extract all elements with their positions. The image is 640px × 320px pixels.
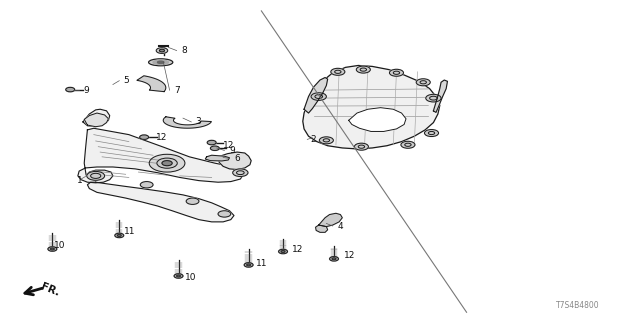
Circle shape (162, 161, 172, 166)
Circle shape (319, 137, 333, 144)
Polygon shape (83, 109, 109, 127)
Circle shape (420, 81, 426, 84)
Circle shape (87, 172, 104, 180)
Circle shape (156, 48, 168, 53)
Polygon shape (205, 155, 230, 161)
Text: 3: 3 (196, 117, 202, 126)
Circle shape (115, 233, 124, 238)
Circle shape (237, 171, 244, 175)
Ellipse shape (157, 61, 164, 63)
Ellipse shape (153, 60, 168, 65)
Text: 12: 12 (156, 133, 167, 142)
Circle shape (390, 69, 403, 76)
Text: 5: 5 (124, 76, 129, 85)
Circle shape (330, 257, 339, 261)
Polygon shape (78, 128, 244, 183)
Circle shape (404, 143, 411, 146)
Text: 10: 10 (185, 273, 196, 282)
Circle shape (174, 274, 183, 278)
Text: 4: 4 (338, 222, 344, 231)
Text: 2: 2 (310, 135, 316, 144)
Circle shape (311, 93, 326, 100)
Circle shape (66, 87, 75, 92)
Polygon shape (316, 225, 328, 232)
Circle shape (91, 173, 100, 178)
Circle shape (244, 263, 253, 267)
Circle shape (177, 275, 180, 277)
Polygon shape (88, 182, 234, 222)
Text: 8: 8 (181, 46, 187, 55)
Circle shape (186, 198, 199, 204)
Circle shape (360, 68, 367, 71)
Circle shape (315, 95, 323, 99)
Circle shape (140, 135, 148, 140)
Polygon shape (319, 213, 342, 227)
Text: FR.: FR. (40, 282, 61, 298)
Text: 12: 12 (344, 251, 356, 260)
Circle shape (394, 71, 399, 74)
Circle shape (157, 158, 177, 168)
Circle shape (233, 169, 248, 177)
Text: 7: 7 (175, 86, 180, 95)
Text: T7S4B4800: T7S4B4800 (556, 301, 600, 310)
Text: 11: 11 (256, 259, 268, 268)
Circle shape (281, 251, 285, 252)
Circle shape (211, 146, 220, 150)
Circle shape (358, 145, 365, 148)
Polygon shape (433, 80, 447, 112)
Circle shape (207, 140, 216, 145)
Circle shape (51, 248, 54, 250)
Polygon shape (349, 108, 406, 132)
Polygon shape (303, 66, 440, 149)
Circle shape (356, 66, 371, 73)
Circle shape (323, 139, 330, 142)
Text: 12: 12 (292, 245, 303, 254)
Circle shape (117, 235, 121, 236)
Circle shape (218, 211, 231, 217)
Polygon shape (163, 117, 211, 128)
Circle shape (278, 249, 287, 254)
Text: 9: 9 (83, 86, 89, 95)
Circle shape (428, 132, 435, 135)
Circle shape (140, 181, 153, 188)
Circle shape (401, 141, 415, 148)
Circle shape (424, 130, 438, 137)
Circle shape (426, 94, 441, 102)
Polygon shape (218, 152, 251, 170)
Circle shape (149, 154, 185, 172)
Text: 10: 10 (54, 241, 66, 250)
Polygon shape (137, 76, 166, 92)
Circle shape (416, 79, 430, 86)
Text: 6: 6 (234, 154, 240, 163)
Ellipse shape (148, 59, 173, 66)
Circle shape (246, 264, 250, 266)
Circle shape (331, 68, 345, 75)
Circle shape (332, 258, 336, 260)
Text: 1: 1 (77, 176, 83, 185)
Circle shape (48, 247, 57, 251)
Polygon shape (84, 113, 108, 127)
Text: 9: 9 (230, 146, 236, 155)
Circle shape (335, 70, 341, 73)
Circle shape (159, 49, 164, 52)
Text: 11: 11 (124, 227, 135, 236)
Circle shape (355, 143, 369, 150)
Circle shape (429, 96, 437, 100)
Polygon shape (304, 77, 328, 113)
Text: 12: 12 (223, 140, 234, 149)
